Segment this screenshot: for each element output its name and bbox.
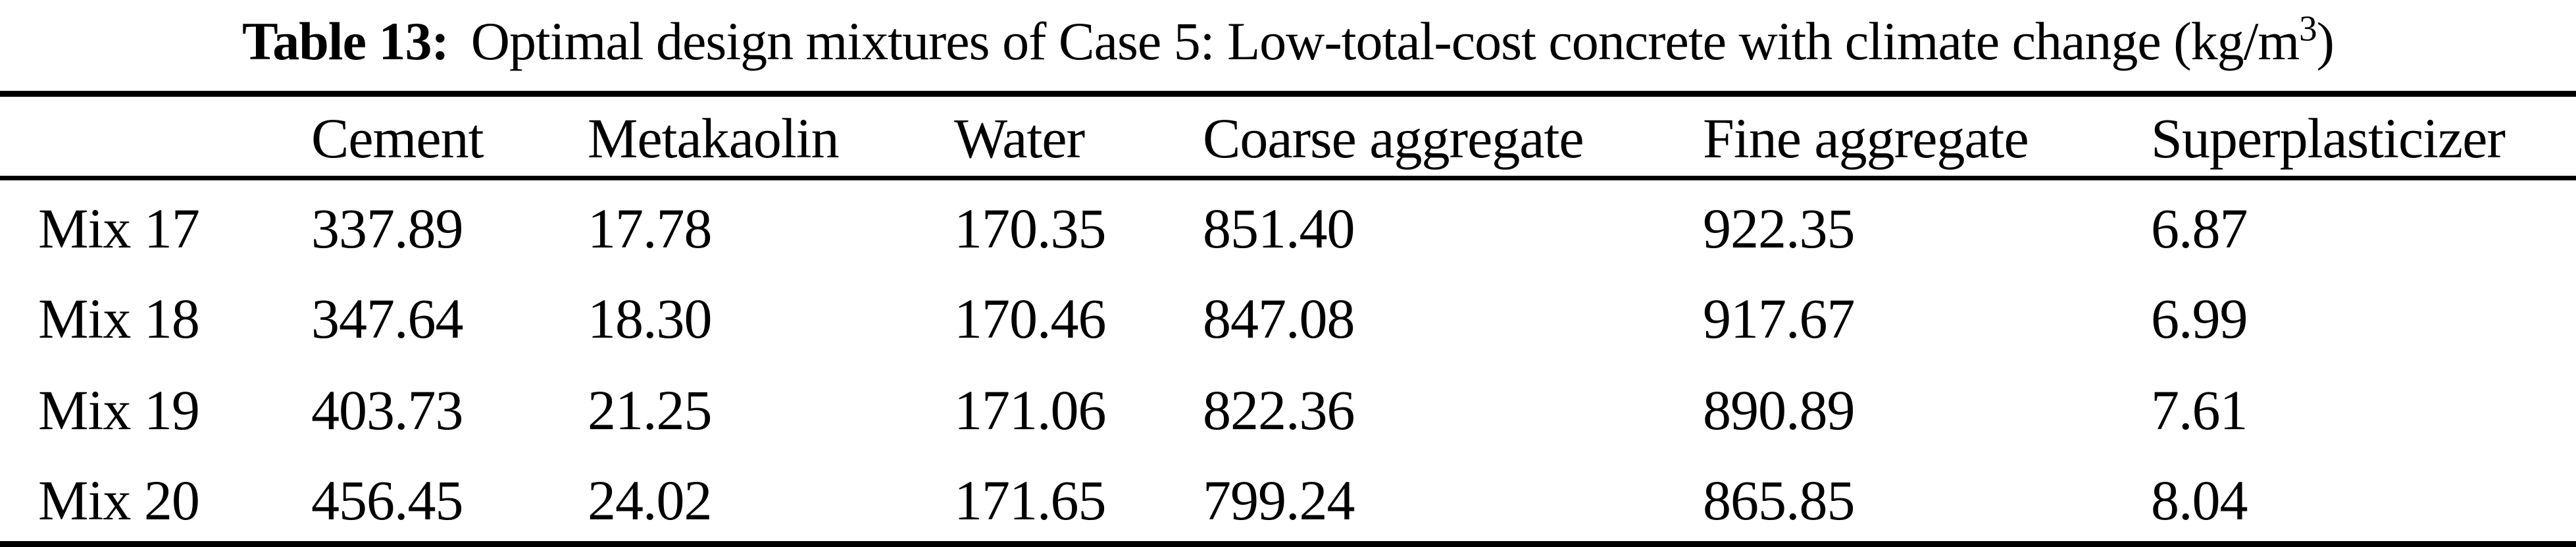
table-cell: 922.35	[1703, 196, 1856, 260]
column-header-fine-aggregate: Fine aggregate	[1703, 93, 2151, 180]
table-cell: 347.64	[311, 287, 464, 350]
column-header-empty	[0, 93, 311, 180]
table-cell: 865.85	[1703, 468, 1856, 532]
row-label: Mix 18	[38, 287, 200, 350]
table-cell: 17.78	[588, 196, 713, 260]
table-cell: 6.87	[2151, 196, 2248, 260]
table-row-mix-18: Mix 18 347.64 18.30 170.46 847.08 917.67…	[0, 270, 2576, 361]
column-header-superplasticizer: Superplasticizer	[2151, 93, 2576, 180]
table-cell: 403.73	[311, 378, 464, 442]
table-caption-suffix: )	[2316, 11, 2335, 71]
table-cell: 170.46	[954, 287, 1107, 350]
table-cell: 917.67	[1703, 287, 1856, 350]
table-cell: 6.99	[2151, 287, 2248, 350]
table-cell: 18.30	[588, 287, 713, 350]
table-cell: 337.89	[311, 196, 464, 260]
column-header-cement: Cement	[311, 93, 588, 180]
table-row-mix-19: Mix 19 403.73 21.25 171.06 822.36 890.89…	[0, 361, 2576, 453]
table-cell: 8.04	[2151, 468, 2248, 532]
table-cell: 847.08	[1203, 287, 1355, 350]
row-label: Mix 20	[38, 468, 200, 532]
column-header-coarse-aggregate: Coarse aggregate	[1203, 93, 1703, 180]
table-caption-label: Table 13:	[242, 11, 449, 71]
table-caption: Table 13: Optimal design mixtures of Case…	[0, 0, 2576, 87]
table-cell: 799.24	[1203, 468, 1355, 532]
table-cell: 851.40	[1203, 196, 1355, 260]
table-cell: 822.36	[1203, 378, 1355, 442]
row-label: Mix 17	[38, 196, 200, 260]
table-caption-text: Optimal design mixtures of Case 5: Low-t…	[470, 11, 2300, 71]
table-cell: 890.89	[1703, 378, 1856, 442]
header-row: Cement Metakaolin Water Coarse aggregate…	[0, 93, 2576, 180]
table-cell: 24.02	[588, 468, 713, 532]
mix-design-table: Cement Metakaolin Water Coarse aggregate…	[0, 91, 2576, 547]
column-header-water: Water	[954, 93, 1203, 180]
table-cell: 170.35	[954, 196, 1107, 260]
table-cell: 171.06	[954, 378, 1107, 442]
table-cell: 171.65	[954, 468, 1107, 532]
table-cell: 21.25	[588, 378, 713, 442]
table-row-mix-20: Mix 20 456.45 24.02 171.65 799.24 865.85…	[0, 453, 2576, 544]
row-label: Mix 19	[38, 378, 200, 442]
column-header-metakaolin: Metakaolin	[588, 93, 954, 180]
table-caption-superscript: 3	[2299, 8, 2317, 49]
table-cell: 456.45	[311, 468, 464, 532]
table-cell: 7.61	[2151, 378, 2248, 442]
table-row-mix-17: Mix 17 337.89 17.78 170.35 851.40 922.35…	[0, 178, 2576, 270]
